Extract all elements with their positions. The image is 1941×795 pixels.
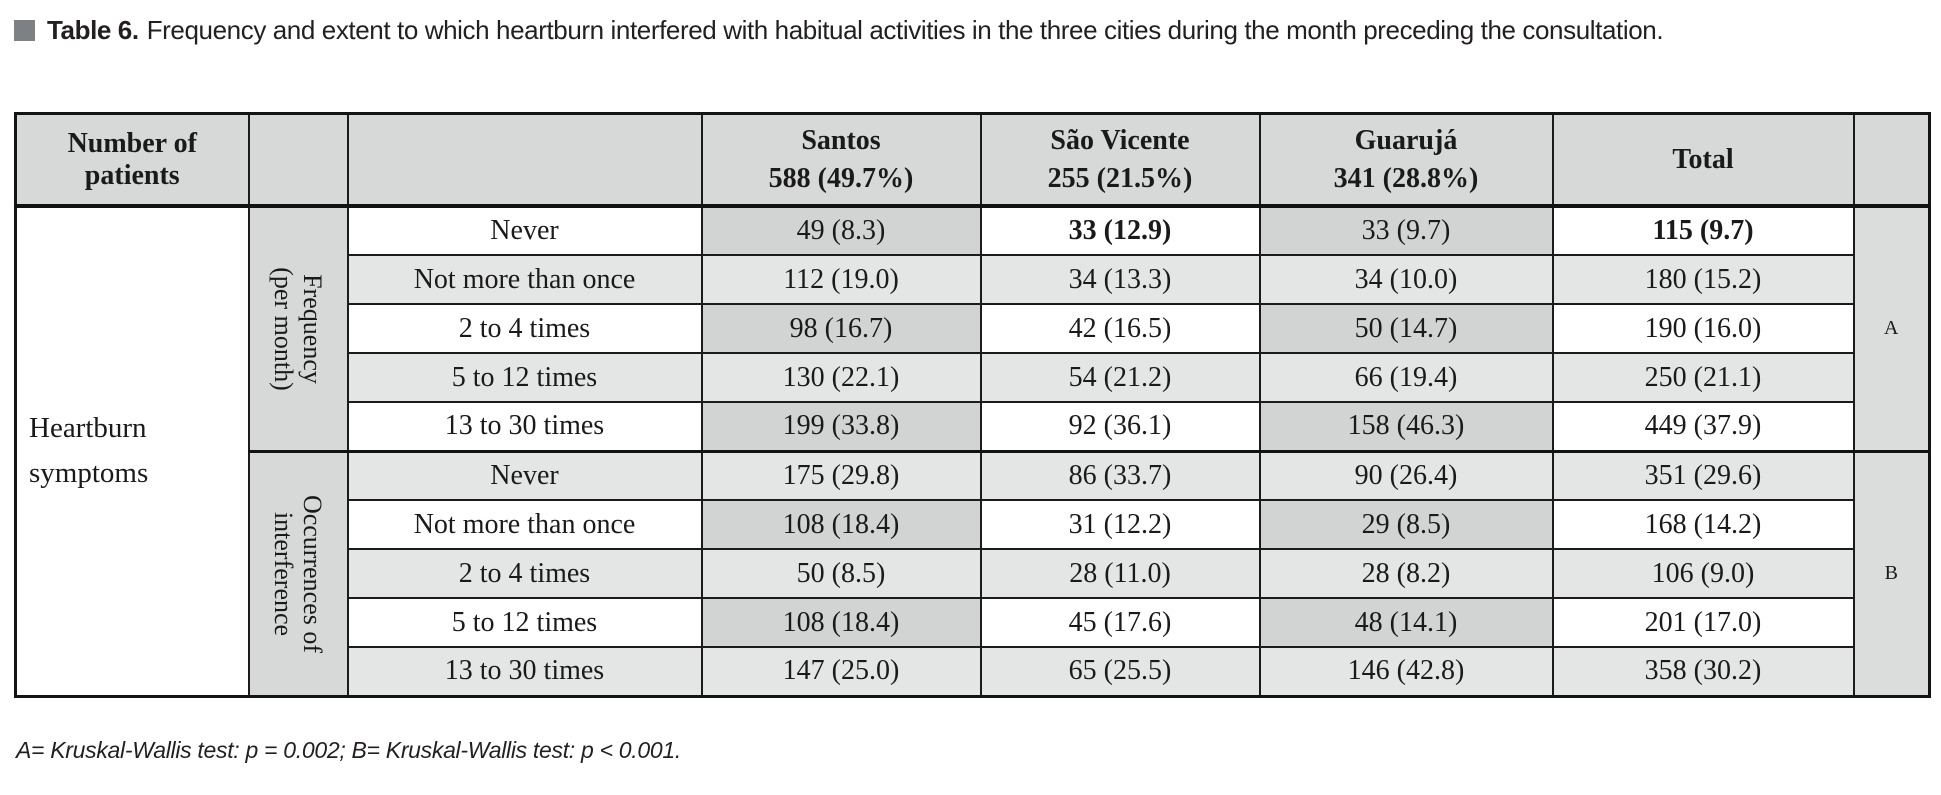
city-name: São Vicente (1050, 124, 1190, 156)
value-cell: 34 (13.3) (979, 254, 1261, 305)
row-label: 2 to 4 times (346, 303, 703, 354)
value-cell: 98 (16.7) (700, 303, 982, 354)
row-label: 5 to 12 times (346, 352, 703, 403)
value-cell: 190 (16.0) (1551, 303, 1855, 354)
header-number-of-patients: Number of patients (14, 112, 250, 208)
value-cell: 201 (17.0) (1551, 597, 1855, 648)
value-cell: 29 (8.5) (1258, 499, 1554, 550)
value-cell: 175 (29.8) (700, 449, 982, 501)
city-count: 588 (49.7%) (768, 162, 914, 194)
statistic-marker-a: A (1852, 205, 1931, 452)
value-cell: 65 (25.5) (979, 646, 1261, 697)
row-label: 13 to 30 times (346, 646, 703, 697)
value-cell: 49 (8.3) (700, 205, 982, 256)
header-spacer-measure (247, 112, 349, 208)
table-caption: Table 6. Frequency and extent to which he… (14, 15, 1914, 46)
value-cell: 168 (14.2) (1551, 499, 1855, 550)
value-cell: 45 (17.6) (979, 597, 1261, 648)
table-row: Heartburn symptoms Frequency (per month) Ne… (14, 205, 1931, 697)
header-marker-spacer (1852, 112, 1931, 208)
value-cell: 158 (46.3) (1258, 401, 1554, 452)
statistic-marker-b: B (1852, 449, 1931, 697)
value-cell: 33 (9.7) (1258, 205, 1554, 256)
section-label-line: (per month) (269, 267, 298, 391)
city-count: 255 (21.5%) (1047, 162, 1193, 194)
value-cell: 199 (33.8) (700, 401, 982, 452)
value-cell: 90 (26.4) (1258, 449, 1554, 501)
value-cell: 66 (19.4) (1258, 352, 1554, 403)
value-cell: 358 (30.2) (1551, 646, 1855, 697)
table-row: 13 to 30 times 147 (25.0) 65 (25.5) 146 (42… (16, 646, 1930, 697)
city-name: Santos (801, 124, 881, 156)
value-cell: 146 (42.8) (1258, 646, 1554, 697)
value-cell: 112 (19.0) (700, 254, 982, 305)
value-cell: 180 (15.2) (1551, 254, 1855, 305)
row-group-label: Heartburn symptoms (14, 205, 250, 697)
value-cell: 42 (16.5) (979, 303, 1261, 354)
header-row: Number of patients Santos 588 (49.7%) Sã… (14, 112, 1931, 208)
row-label: Not more than once (346, 254, 703, 305)
table-row: Not more than once 112 (19.0) 34 (13.3) 34 … (16, 254, 1930, 305)
value-cell: 34 (10.0) (1258, 254, 1554, 305)
section-label-line: Frequency (298, 273, 328, 384)
table-row: 13 to 30 times 199 (33.8) 92 (36.1) 158 (46… (16, 401, 1930, 452)
city-name: Guarujá (1354, 124, 1458, 156)
header-spacer-category (346, 112, 703, 208)
section-label-line: interference (269, 511, 298, 636)
value-cell: 147 (25.0) (700, 646, 982, 697)
row-label: 2 to 4 times (346, 548, 703, 599)
value-cell: 108 (18.4) (700, 499, 982, 550)
header-total: Total (1551, 112, 1855, 208)
value-cell: 351 (29.6) (1551, 449, 1855, 501)
caption-body: Frequency and extent to which heartburn … (146, 15, 1664, 45)
value-cell: 449 (37.9) (1551, 401, 1855, 452)
table-row: Not more than once 108 (18.4) 31 (12.2) 29 … (16, 499, 1930, 550)
caption-text: Table 6. Frequency and extent to which he… (47, 15, 1664, 46)
value-cell: 115 (9.7) (1551, 205, 1855, 256)
value-cell: 250 (21.1) (1551, 352, 1855, 403)
header-city-sao-vicente: São Vicente 255 (21.5%) (979, 112, 1261, 208)
row-label: Not more than once (346, 499, 703, 550)
value-cell: 106 (9.0) (1551, 548, 1855, 599)
section-label-line: Occurrences of (298, 494, 328, 653)
value-cell: 108 (18.4) (700, 597, 982, 648)
header-city-santos: Santos 588 (49.7%) (700, 112, 982, 208)
value-cell: 33 (12.9) (979, 205, 1261, 256)
value-cell: 28 (8.2) (1258, 548, 1554, 599)
row-label: 13 to 30 times (346, 401, 703, 452)
city-name: Total (1672, 143, 1734, 175)
table-row: 5 to 12 times 130 (22.1) 54 (21.2) 66 (19.4… (16, 352, 1930, 403)
row-label: Never (346, 205, 703, 256)
value-cell: 86 (33.7) (979, 449, 1261, 501)
value-cell: 54 (21.2) (979, 352, 1261, 403)
section-label-b: Occurrences of interference (247, 449, 349, 697)
caption-label: Table 6. (47, 15, 139, 45)
caption-bullet-icon (14, 20, 35, 41)
value-cell: 92 (36.1) (979, 401, 1261, 452)
value-cell: 50 (14.7) (1258, 303, 1554, 354)
value-cell: 130 (22.1) (700, 352, 982, 403)
value-cell: 28 (11.0) (979, 548, 1261, 599)
table-row: Occurrences of interference Never 175 (29.8… (16, 449, 1931, 697)
table-row: 2 to 4 times 98 (16.7) 42 (16.5) 50 (14.7) 1… (16, 303, 1930, 354)
value-cell: 31 (12.2) (979, 499, 1261, 550)
table-row: 5 to 12 times 108 (18.4) 45 (17.6) 48 (14.1… (16, 597, 1930, 648)
row-label: 5 to 12 times (346, 597, 703, 648)
value-cell: 50 (8.5) (700, 548, 982, 599)
value-cell: 48 (14.1) (1258, 597, 1554, 648)
city-count: 341 (28.8%) (1333, 162, 1479, 194)
table-row: 2 to 4 times 50 (8.5) 28 (11.0) 28 (8.2) 106… (16, 548, 1930, 599)
row-label: Never (346, 449, 703, 501)
results-table: Number of patients Santos 588 (49.7%) Sã… (14, 112, 1931, 698)
section-label-a: Frequency (per month) (247, 205, 349, 452)
footnote: A= Kruskal-Wallis test: p = 0.002; B= Kr… (16, 737, 681, 763)
header-city-guaruja: Guarujá 341 (28.8%) (1258, 112, 1554, 208)
